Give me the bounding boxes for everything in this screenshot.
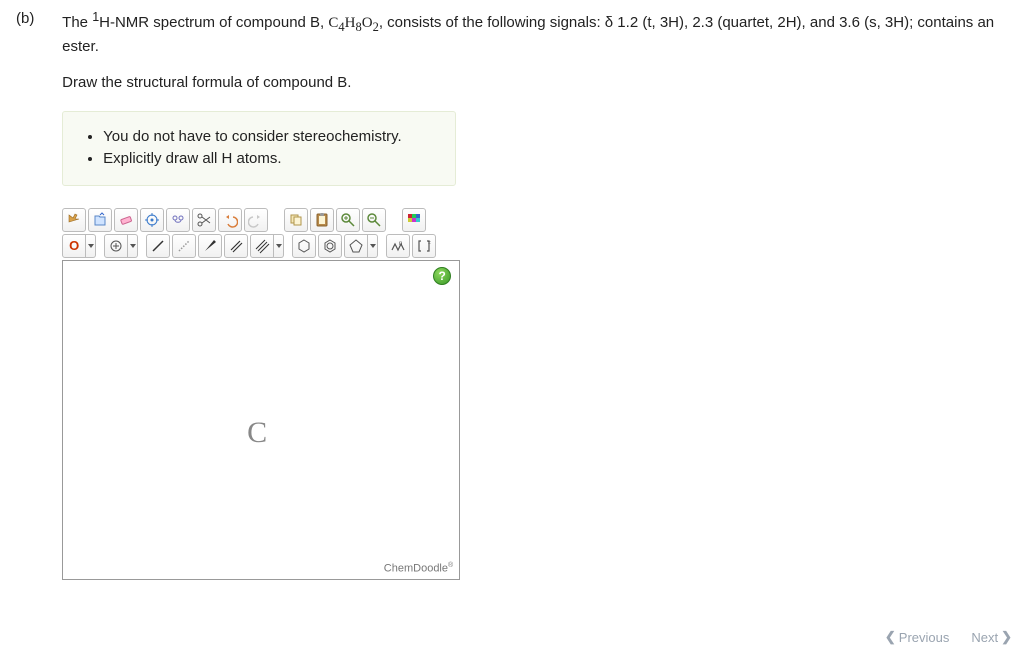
single-bond-icon[interactable] (146, 234, 170, 258)
open-file-icon[interactable] (88, 208, 112, 232)
help-icon[interactable]: ? (433, 267, 451, 285)
hint-box: You do not have to consider stereochemis… (62, 111, 456, 186)
hint-item: You do not have to consider stereochemis… (103, 126, 437, 149)
chain-tool-icon[interactable]: n (386, 234, 410, 258)
question-text: The 1H-NMR spectrum of compound B, C4H8O… (62, 8, 1006, 58)
toolbar-row-1 (62, 208, 460, 232)
nav-controls: ❮Previous Next❯ (885, 629, 1012, 645)
cyclohexane-icon[interactable] (292, 234, 316, 258)
atom-dropdown[interactable] (86, 234, 96, 258)
recessed-bond-icon[interactable] (172, 234, 196, 258)
part-label: (b) (16, 8, 58, 27)
structure-editor: O (62, 208, 460, 580)
instruction-text: Draw the structural formula of compound … (62, 74, 1006, 91)
svg-text:±: ± (428, 240, 431, 246)
chevron-left-icon: ❮ (885, 629, 896, 645)
atom-button[interactable]: O (62, 234, 86, 258)
carbon-atom-placeholder[interactable]: C (247, 416, 267, 450)
double-bond-icon[interactable] (224, 234, 248, 258)
previous-button[interactable]: ❮Previous (885, 629, 949, 645)
svg-text:n: n (399, 241, 402, 247)
next-button[interactable]: Next❯ (971, 629, 1012, 645)
color-picker-icon[interactable] (402, 208, 426, 232)
chevron-right-icon: ❯ (1001, 629, 1012, 645)
benzene-icon[interactable] (318, 234, 342, 258)
bond-dropdown[interactable] (274, 234, 284, 258)
copy-icon[interactable] (284, 208, 308, 232)
move-tool-icon[interactable] (62, 208, 86, 232)
drawing-canvas[interactable]: ? C ChemDoodle® (62, 260, 460, 580)
previous-label: Previous (899, 630, 950, 645)
triple-bond-icon[interactable] (250, 234, 274, 258)
charge-dropdown[interactable] (128, 234, 138, 258)
charge-button-icon[interactable] (104, 234, 128, 258)
zoom-out-icon[interactable] (362, 208, 386, 232)
hint-item: Explicitly draw all H atoms. (103, 148, 437, 171)
paste-icon[interactable] (310, 208, 334, 232)
f-O: O (362, 15, 373, 31)
q-nmr: H-NMR spectrum of compound B, (99, 14, 328, 31)
wedge-bond-icon[interactable] (198, 234, 222, 258)
toolbar-row-2: O (62, 234, 460, 258)
zoom-in-icon[interactable] (336, 208, 360, 232)
ring-icon[interactable] (344, 234, 368, 258)
ring-dropdown[interactable] (368, 234, 378, 258)
bracket-tool-icon[interactable]: ± (412, 234, 436, 258)
center-icon[interactable] (140, 208, 164, 232)
f-C: C (328, 15, 338, 31)
undo-icon[interactable] (218, 208, 242, 232)
redo-icon[interactable] (244, 208, 268, 232)
f-H: H (345, 15, 356, 31)
q-pre: The (62, 14, 92, 31)
next-label: Next (971, 630, 998, 645)
eraser-icon[interactable] (114, 208, 138, 232)
chemdoodle-brand: ChemDoodle® (384, 562, 453, 575)
clean-icon[interactable] (166, 208, 190, 232)
scissors-icon[interactable] (192, 208, 216, 232)
